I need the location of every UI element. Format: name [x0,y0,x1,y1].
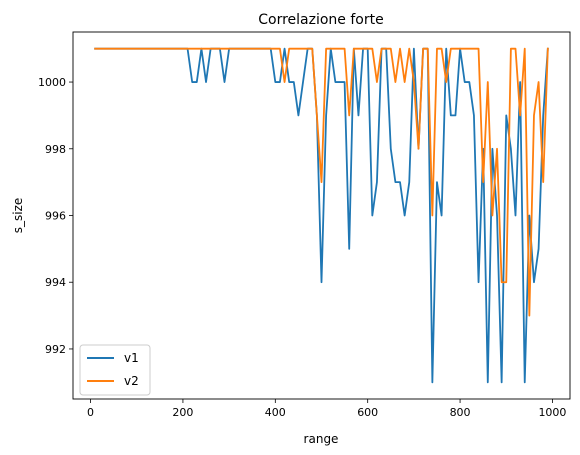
y-tick-label: 996 [45,210,66,223]
x-tick-label: 600 [357,406,378,419]
legend-label-v2: v2 [124,374,139,388]
y-axis: 992 994 996 998 1000 [38,76,73,356]
chart-title: Correlazione forte [258,12,383,28]
x-tick-label: 0 [87,406,94,419]
x-axis: 0 200 400 600 800 1000 [87,399,566,419]
axes-frame [72,31,571,400]
y-tick-label: 992 [45,343,66,356]
x-tick-label: 400 [265,406,286,419]
plot-area [73,32,570,399]
legend-label-v1: v1 [124,351,139,365]
y-tick-label: 998 [45,143,66,156]
legend-box [79,344,151,396]
y-tick-label: 994 [45,276,66,289]
x-tick-label: 1000 [538,406,566,419]
y-axis-label: s_size [11,198,25,234]
legend: v1 v2 [79,344,151,396]
x-tick-label: 800 [450,406,471,419]
x-axis-label: range [304,432,339,446]
series-lines [94,47,549,384]
x-tick-label: 200 [172,406,193,419]
y-tick-label: 1000 [38,76,66,89]
series-line-v2 [94,47,549,317]
